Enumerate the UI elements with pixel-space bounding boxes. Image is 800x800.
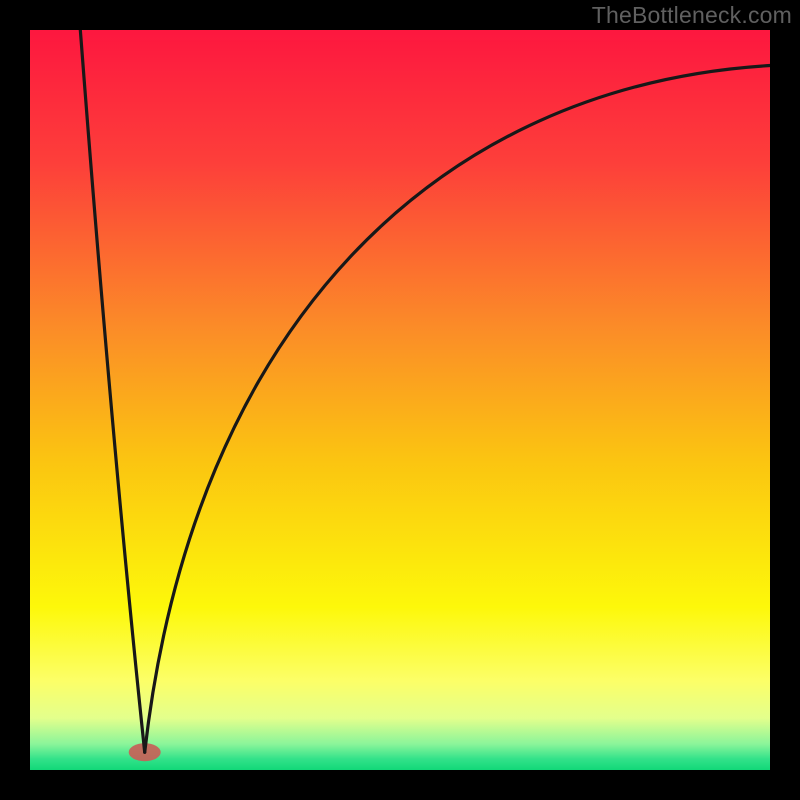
chart-container: TheBottleneck.com bbox=[0, 0, 800, 800]
plot-background-gradient bbox=[30, 30, 770, 770]
bottleneck-chart-svg bbox=[0, 0, 800, 800]
frame-bottom bbox=[0, 770, 800, 800]
watermark-text: TheBottleneck.com bbox=[592, 2, 792, 29]
frame-left bbox=[0, 0, 30, 800]
frame-right bbox=[770, 0, 800, 800]
